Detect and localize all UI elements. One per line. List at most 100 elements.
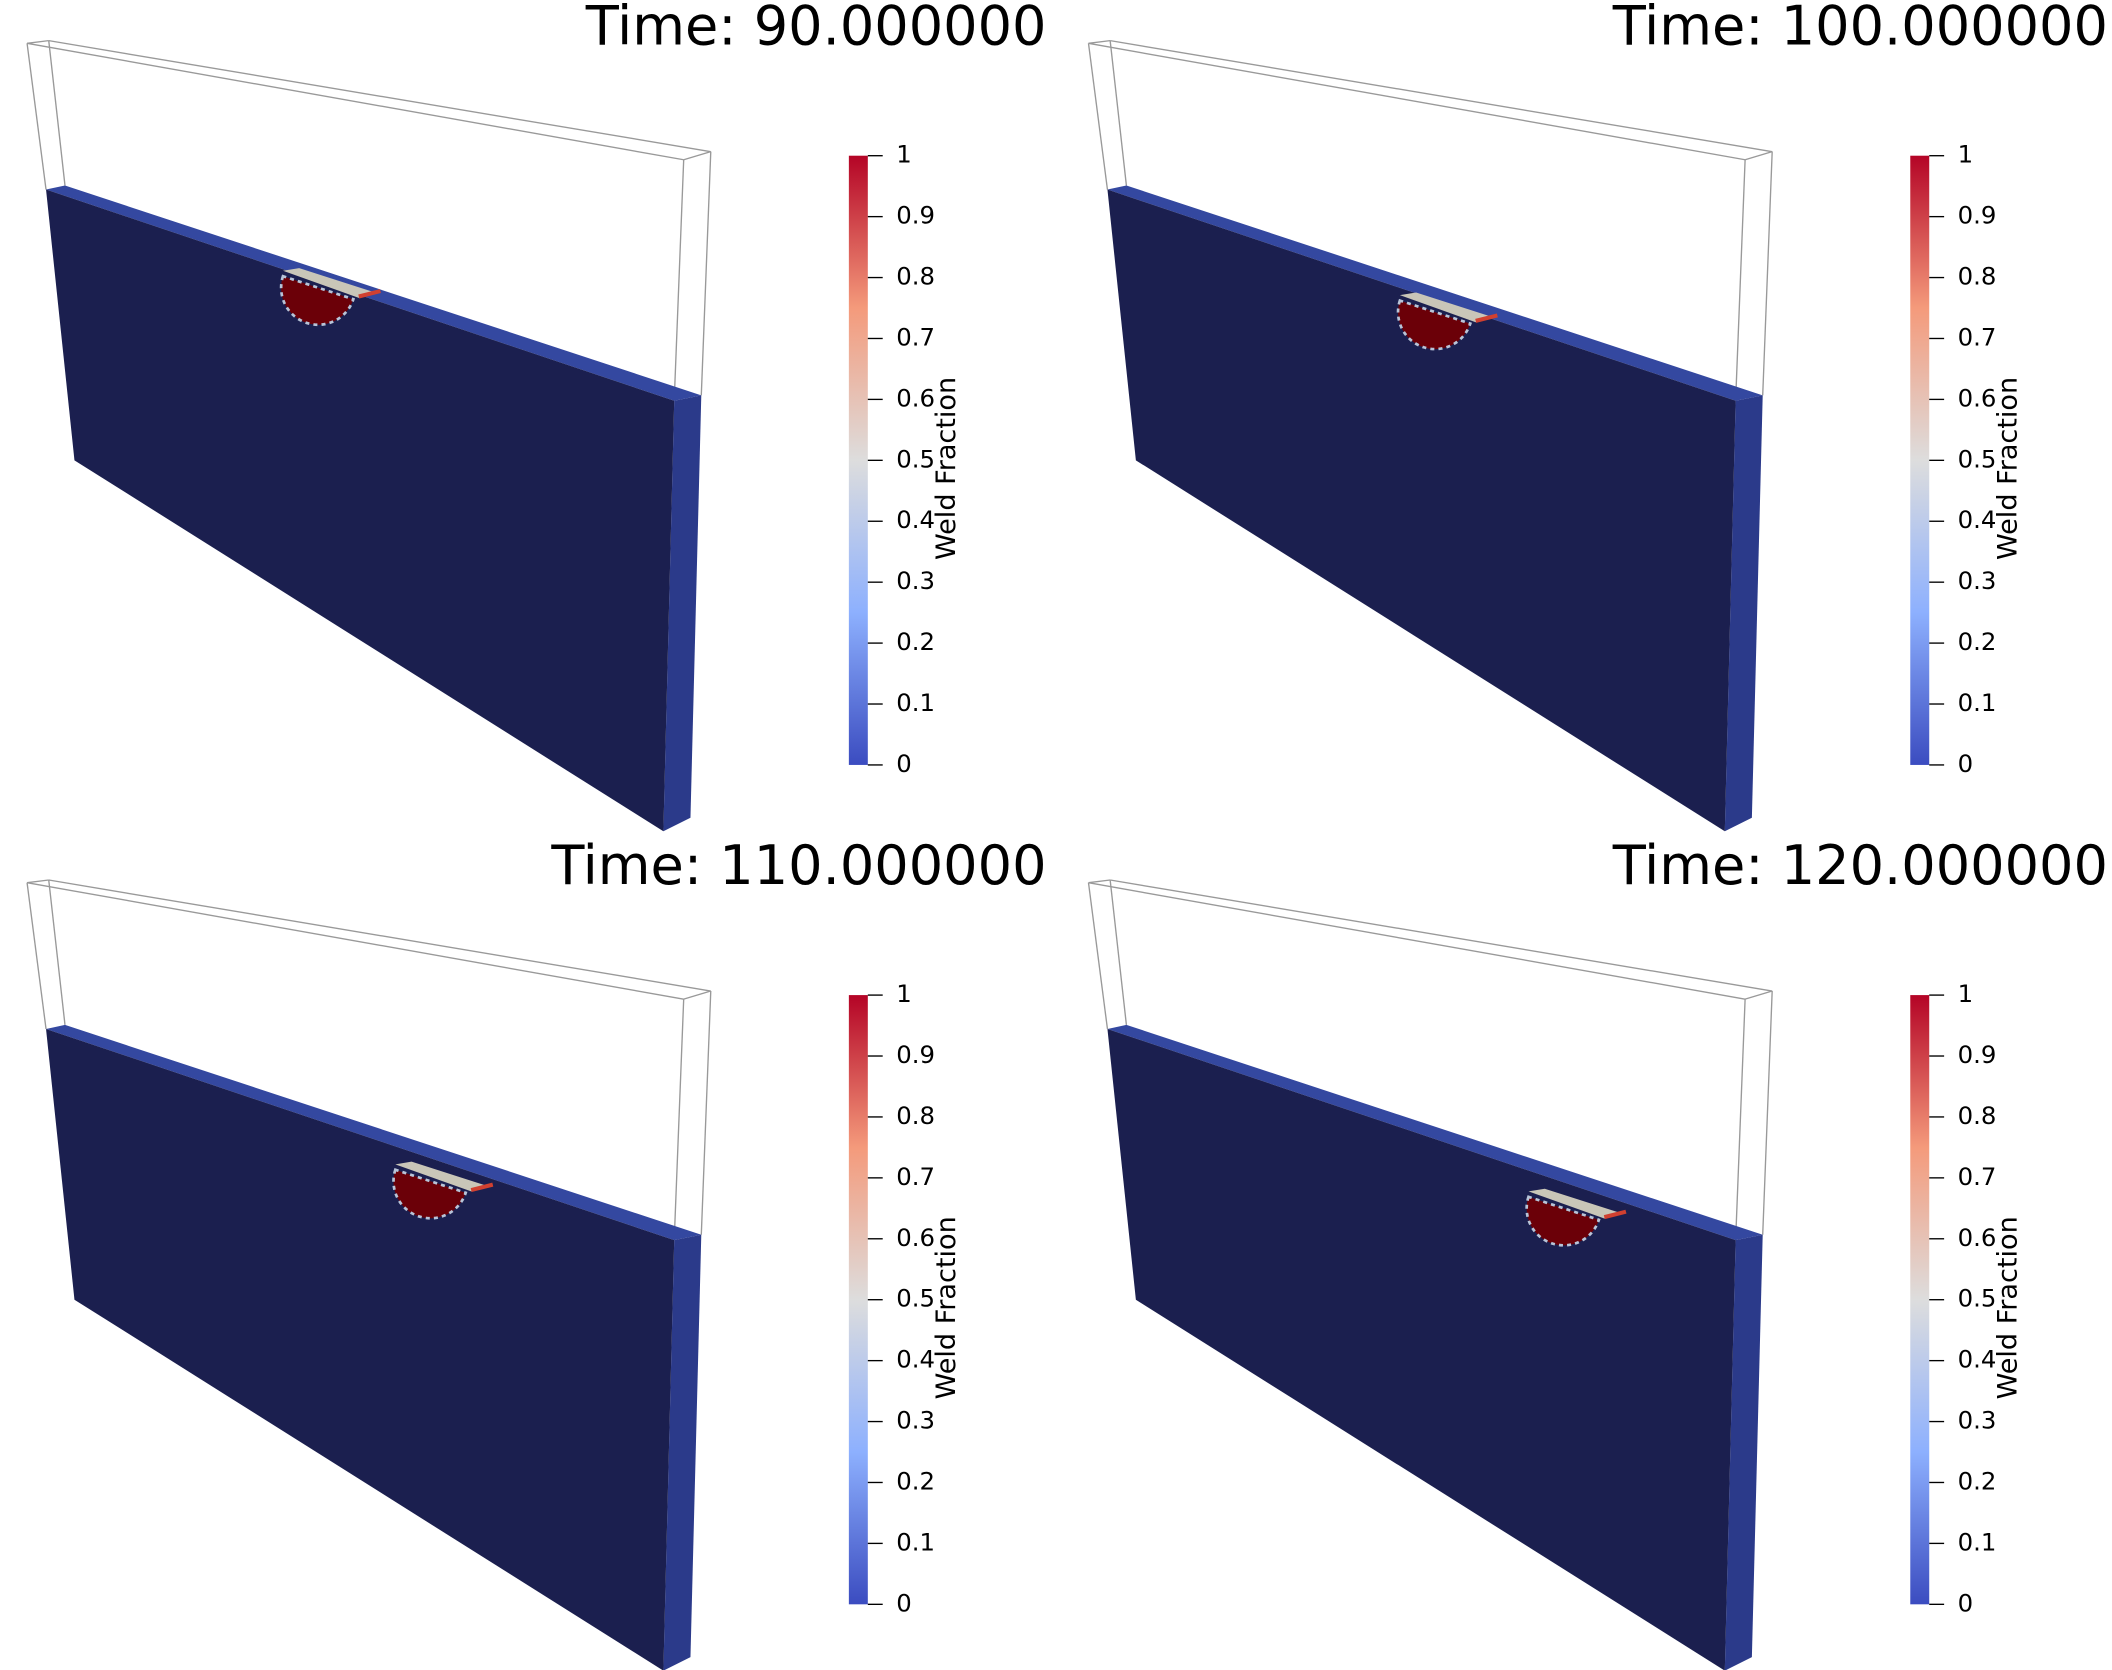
panel: Time: 110.000000 0 0.1 0.2 0.3 0.4 0.5 0.6 0.7 0.… bbox=[26, 834, 1047, 1670]
weld-front bbox=[358, 289, 381, 299]
time-title: Time: 100.000000 bbox=[1612, 0, 2108, 57]
colorbar-tick-label: 0.7 bbox=[896, 322, 935, 351]
outline-edge bbox=[1762, 991, 1773, 1235]
outline-edge bbox=[700, 151, 712, 396]
colorbar-tick-label: 0 bbox=[1958, 1588, 1973, 1617]
colorbar-tick-label: 0.3 bbox=[896, 1406, 935, 1435]
colorbar-tick-label: 0.4 bbox=[896, 505, 935, 534]
slab-top bbox=[1107, 1024, 1763, 1241]
slab-side bbox=[1724, 395, 1763, 832]
outline-edge bbox=[48, 39, 711, 153]
outline-edge bbox=[1087, 43, 1109, 190]
outline-edge bbox=[1088, 882, 1746, 1000]
slab-front bbox=[1107, 189, 1736, 832]
colorbar-tick-label: 0.5 bbox=[896, 444, 935, 473]
colorbar-label: Weld Fraction bbox=[1993, 1216, 2024, 1399]
colorbar-tick-label: 0.3 bbox=[1958, 566, 1997, 595]
colorbar-tick-label: 0.2 bbox=[896, 627, 935, 656]
weld-front bbox=[470, 1182, 494, 1193]
slab-front bbox=[1107, 1028, 1736, 1670]
colorbar-tick-label: 0.6 bbox=[1958, 383, 1997, 412]
outline-edge bbox=[683, 990, 711, 1000]
panel: Time: 90.000000 0 0.1 0.2 0.3 0.4 0.5 0.6 0.7 0.8… bbox=[26, 0, 1047, 832]
colorbar-tick-label: 0.7 bbox=[896, 1162, 935, 1191]
slab-top bbox=[1107, 185, 1763, 401]
weld-pool bbox=[392, 1168, 468, 1220]
outline-edge bbox=[1110, 879, 1773, 992]
colorbar-tick-label: 0.8 bbox=[896, 262, 935, 291]
colorbar-label: Weld Fraction bbox=[931, 1216, 962, 1399]
colorbar-tick-label: 0.8 bbox=[896, 1101, 935, 1130]
outline-edge bbox=[1087, 882, 1109, 1030]
slab-front bbox=[46, 189, 675, 832]
colorbar-tick-label: 0.9 bbox=[896, 1040, 935, 1069]
colorbar-tick-label: 0 bbox=[896, 749, 911, 778]
weld-pool bbox=[1396, 298, 1472, 351]
outline-edge bbox=[673, 159, 685, 401]
colorbar-tick-label: 1 bbox=[896, 979, 911, 1008]
colorbar-tick-label: 0.6 bbox=[1958, 1223, 1997, 1252]
outline-edge bbox=[48, 879, 66, 1025]
colorbar-tick-label: 0.4 bbox=[896, 1345, 935, 1374]
outline-edge bbox=[1762, 151, 1773, 396]
weld-surface bbox=[1399, 292, 1492, 323]
outline-edge bbox=[26, 39, 49, 45]
outline-edge bbox=[26, 43, 47, 190]
outline-edge bbox=[1734, 159, 1746, 401]
colorbar-tick-label: 0.1 bbox=[896, 688, 935, 717]
outline-edge bbox=[1088, 39, 1111, 45]
outline-edge bbox=[700, 991, 712, 1235]
colorbar-tick-label: 0.7 bbox=[1958, 1162, 1997, 1191]
colorbar-tick-label: 0.8 bbox=[1958, 1101, 1997, 1130]
colorbar-tick-label: 0.6 bbox=[896, 1223, 935, 1252]
time-title: Time: 110.000000 bbox=[550, 834, 1046, 897]
colorbar bbox=[848, 155, 868, 765]
time-title: Time: 90.000000 bbox=[585, 0, 1047, 57]
outline-edge bbox=[1088, 879, 1111, 884]
colorbar-tick-label: 0.7 bbox=[1958, 322, 1997, 351]
colorbar-tick-label: 0.2 bbox=[1958, 627, 1997, 656]
colorbar-tick-label: 0.5 bbox=[1958, 1284, 1997, 1313]
colorbar-tick-label: 0.1 bbox=[1958, 688, 1997, 717]
panel: Time: 120.000000 0 0.1 0.2 0.3 0.4 0.5 0.6 0.7 0.… bbox=[1087, 834, 2108, 1670]
colorbar-tick-label: 1 bbox=[1958, 140, 1973, 169]
outline-edge bbox=[1109, 879, 1128, 1025]
colorbar bbox=[848, 995, 868, 1605]
colorbar-tick-label: 0.9 bbox=[1958, 1040, 1997, 1069]
slab-top bbox=[46, 1024, 702, 1241]
colorbar-tick-label: 1 bbox=[896, 140, 911, 169]
slab-front bbox=[46, 1028, 675, 1670]
outline-edge bbox=[26, 882, 47, 1030]
colorbar-tick-label: 0.9 bbox=[896, 201, 935, 230]
slab-side bbox=[663, 1234, 702, 1670]
colorbar-tick-label: 0.4 bbox=[1958, 1345, 1997, 1374]
colorbar-tick-label: 0.3 bbox=[1958, 1406, 1997, 1435]
outline-edge bbox=[1744, 990, 1773, 1000]
outline-edge bbox=[673, 999, 685, 1241]
outline-edge bbox=[26, 42, 684, 161]
colorbar-tick-label: 0.1 bbox=[896, 1527, 935, 1556]
colorbar-tick-label: 0.1 bbox=[1958, 1527, 1997, 1556]
colorbar-tick-label: 0.9 bbox=[1958, 201, 1997, 230]
outline-edge bbox=[1109, 40, 1128, 186]
colorbar-tick-label: 0.6 bbox=[896, 383, 935, 412]
weld-pool bbox=[1525, 1195, 1601, 1247]
colorbar-label: Weld Fraction bbox=[1993, 377, 2024, 560]
colorbar-label: Weld Fraction bbox=[931, 377, 962, 560]
colorbar bbox=[1910, 995, 1930, 1605]
outline-edge bbox=[1110, 39, 1773, 153]
outline-edge bbox=[1744, 150, 1773, 161]
colorbar-tick-label: 0.5 bbox=[1958, 444, 1997, 473]
colorbar-tick-label: 0.4 bbox=[1958, 505, 1997, 534]
colorbar bbox=[1910, 155, 1930, 765]
colorbar-tick-label: 0.3 bbox=[896, 566, 935, 595]
colorbar-tick-label: 0 bbox=[896, 1588, 911, 1617]
time-title: Time: 120.000000 bbox=[1612, 834, 2108, 897]
colorbar-tick-label: 0 bbox=[1958, 749, 1973, 778]
weld-pool bbox=[279, 274, 356, 327]
colorbar-tick-label: 0.2 bbox=[896, 1466, 935, 1495]
weld-surface bbox=[282, 268, 376, 298]
colorbar-tick-label: 0.8 bbox=[1958, 262, 1997, 291]
weld-surface bbox=[395, 1161, 488, 1192]
slab-side bbox=[1724, 1234, 1763, 1670]
